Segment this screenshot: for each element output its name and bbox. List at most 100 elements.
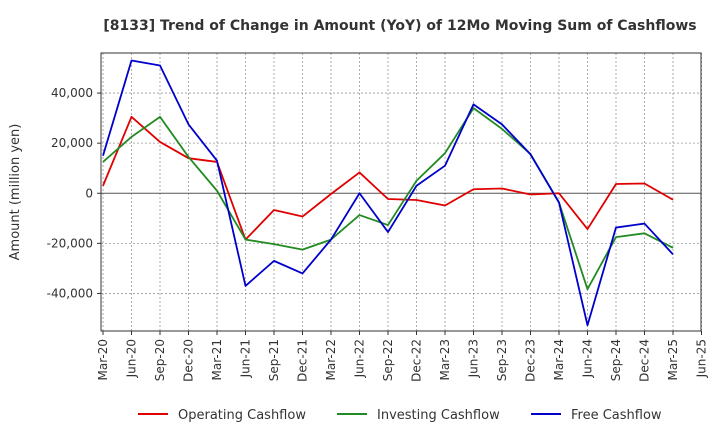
data-point: [587, 324, 589, 326]
data-point: [188, 156, 190, 158]
data-point: [558, 202, 560, 204]
series-line: [102, 115, 674, 241]
data-point: [102, 185, 104, 187]
data-point: [615, 236, 617, 238]
data-point: [330, 239, 332, 241]
data-point: [501, 128, 503, 130]
x-tick-label: Dec-21: [296, 339, 310, 382]
data-point: [615, 227, 617, 229]
x-tick-label: Sep-24: [609, 339, 623, 381]
data-point: [359, 192, 361, 194]
legend-label: Investing Cashflow: [377, 408, 500, 423]
data-point: [102, 161, 104, 163]
x-tick-label: Jun-25: [695, 339, 709, 378]
data-point: [416, 185, 418, 187]
data-point: [216, 190, 218, 192]
data-point: [558, 192, 560, 194]
legend-item: Free Cashflow: [531, 408, 662, 423]
data-point: [245, 239, 247, 241]
series-line: [102, 59, 674, 327]
x-tick-label: Sep-23: [495, 339, 509, 381]
data-point: [644, 223, 646, 225]
data-point: [473, 188, 475, 190]
x-tick-label: Mar-25: [666, 339, 680, 380]
x-tick-label: Dec-22: [410, 339, 424, 382]
x-tick-label: Jun-21: [239, 339, 253, 378]
data-point: [359, 214, 361, 216]
data-point: [587, 228, 589, 230]
data-point: [615, 183, 617, 185]
y-tick-label: 40,000: [51, 86, 93, 100]
x-tick-label: Jun-23: [467, 339, 481, 378]
data-point: [216, 160, 218, 162]
x-tick-label: Dec-20: [182, 339, 196, 382]
data-point: [131, 60, 133, 62]
y-axis: 40,000 20,000 0 -20,000 -40,000: [47, 86, 101, 300]
data-point: [672, 247, 674, 249]
x-tick-label: Mar-21: [210, 339, 224, 380]
series-free-cashflow: [102, 59, 674, 327]
series-investing-cashflow: [102, 107, 674, 291]
data-point: [530, 194, 532, 196]
x-tick-label: Sep-21: [267, 339, 281, 381]
data-point: [273, 209, 275, 211]
data-point: [102, 155, 104, 157]
legend-item: Investing Cashflow: [337, 408, 500, 423]
data-point: [473, 103, 475, 105]
y-tick-label: 0: [85, 186, 93, 200]
data-point: [273, 243, 275, 245]
data-point: [359, 171, 361, 173]
series-line: [102, 107, 674, 291]
data-point: [159, 141, 161, 143]
data-point: [273, 260, 275, 262]
data-point: [444, 205, 446, 207]
data-point: [501, 187, 503, 189]
x-tick-label: Mar-24: [552, 339, 566, 380]
x-tick-label: Mar-22: [324, 339, 338, 380]
data-point: [159, 116, 161, 118]
data-point: [245, 285, 247, 287]
data-point: [387, 198, 389, 200]
data-point: [644, 232, 646, 234]
data-point: [444, 152, 446, 154]
data-point: [501, 123, 503, 125]
data-point: [302, 249, 304, 251]
data-point: [387, 224, 389, 226]
y-tick-label: 20,000: [51, 136, 93, 150]
series-operating-cashflow: [102, 115, 674, 241]
legend-label: Operating Cashflow: [178, 408, 306, 423]
data-point: [159, 65, 161, 67]
x-tick-label: Dec-23: [524, 339, 538, 382]
y-tick-label: -20,000: [47, 236, 93, 250]
data-point: [530, 153, 532, 155]
data-point: [330, 193, 332, 195]
data-point: [444, 165, 446, 167]
data-point: [188, 123, 190, 125]
x-tick-label: Dec-24: [638, 339, 652, 382]
x-tick-label: Sep-22: [381, 339, 395, 381]
x-tick-label: Mar-20: [96, 339, 110, 380]
x-tick-label: Sep-20: [153, 339, 167, 381]
grid-lines: [101, 53, 702, 331]
x-tick-label: Jun-24: [581, 339, 595, 378]
x-axis: Mar-20 Jun-20 Sep-20 Dec-20 Mar-21 Jun-21 Sep-…: [96, 331, 709, 382]
data-point: [302, 272, 304, 274]
series-lines: [102, 59, 674, 327]
y-tick-label: -40,000: [47, 286, 93, 300]
legend: Operating Cashflow Investing Cashflow Free…: [138, 408, 662, 423]
data-point: [416, 199, 418, 201]
x-tick-label: Mar-23: [438, 339, 452, 380]
x-tick-label: Jun-20: [125, 339, 139, 378]
data-point: [387, 231, 389, 233]
data-point: [672, 253, 674, 255]
y-axis-title: Amount (million yen): [8, 124, 23, 261]
data-point: [131, 136, 133, 138]
data-point: [416, 180, 418, 182]
data-point: [302, 216, 304, 218]
x-tick-label: Jun-22: [353, 339, 367, 378]
data-point: [131, 116, 133, 118]
data-point: [587, 288, 589, 290]
data-point: [644, 182, 646, 184]
plot-area-frame: [100, 52, 702, 332]
